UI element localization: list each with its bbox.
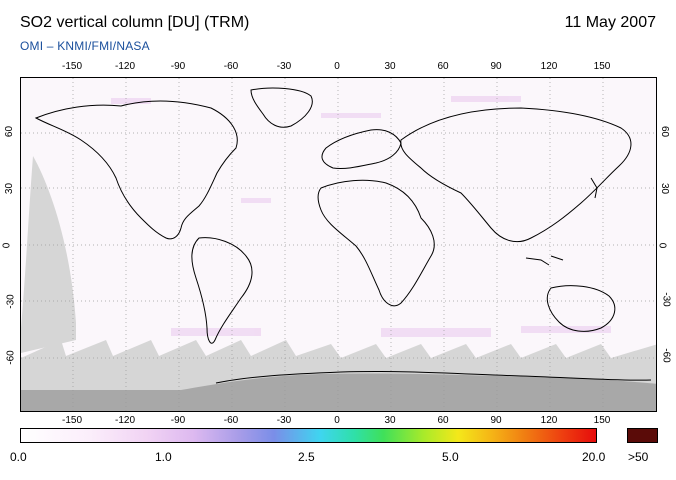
lat-tick-right: -60 — [660, 348, 672, 363]
colorbar-label: 5.0 — [442, 450, 459, 464]
color-scale-bar — [20, 428, 597, 443]
colorbar-label: 20.0 — [582, 450, 606, 464]
lon-tick-bottom: -60 — [223, 415, 239, 426]
colorbar-label: 0.0 — [10, 450, 27, 464]
lon-tick-top: 120 — [540, 61, 558, 72]
map-date: 11 May 2007 — [564, 14, 656, 31]
lon-tick-top: -90 — [170, 61, 186, 72]
lon-tick-bottom: 150 — [593, 415, 611, 426]
map-source: OMI – KNMI/FMI/NASA — [20, 39, 150, 53]
lat-tick-right: 30 — [659, 182, 671, 195]
lon-tick-bottom: 0 — [334, 415, 340, 426]
lon-tick-bottom: -30 — [276, 415, 292, 426]
lat-tick-right: -30 — [660, 292, 672, 307]
so2-map[interactable] — [20, 77, 657, 412]
colorbar-label: 2.5 — [298, 450, 315, 464]
colorbar-label: 1.0 — [155, 450, 172, 464]
lon-tick-top: -150 — [61, 61, 83, 72]
map-title: SO2 vertical column [DU] (TRM) — [20, 14, 250, 31]
lat-tick-left: -60 — [5, 350, 17, 365]
lon-tick-bottom: -150 — [61, 415, 83, 426]
lat-tick-left: 0 — [1, 242, 13, 249]
lon-tick-top: -60 — [223, 61, 239, 72]
no-data-swath — [21, 156, 76, 353]
lon-tick-bottom: 90 — [490, 415, 502, 426]
coastlines — [34, 87, 652, 384]
lon-tick-top: -30 — [276, 61, 292, 72]
lat-tick-left: -30 — [5, 294, 17, 309]
lon-tick-bottom: -90 — [170, 415, 186, 426]
map-canvas — [21, 78, 656, 411]
lon-tick-top: -120 — [114, 61, 136, 72]
lat-tick-left: 30 — [4, 182, 16, 195]
lat-tick-right: 60 — [659, 125, 671, 138]
lon-tick-top: 30 — [384, 61, 396, 72]
lon-tick-bottom: 120 — [540, 415, 558, 426]
lat-tick-left: 60 — [4, 125, 16, 138]
lon-tick-top: 60 — [437, 61, 449, 72]
lon-tick-top: 90 — [490, 61, 502, 72]
lon-tick-top: 0 — [334, 61, 340, 72]
lat-tick-right: 0 — [656, 242, 668, 249]
lon-tick-bottom: 30 — [384, 415, 396, 426]
colorbar-overflow-label: >50 — [628, 450, 649, 464]
so2-noise — [111, 96, 611, 337]
lon-tick-top: 150 — [593, 61, 611, 72]
lon-tick-bottom: 60 — [437, 415, 449, 426]
overflow-color-swatch — [627, 428, 658, 443]
lon-tick-bottom: -120 — [114, 415, 136, 426]
